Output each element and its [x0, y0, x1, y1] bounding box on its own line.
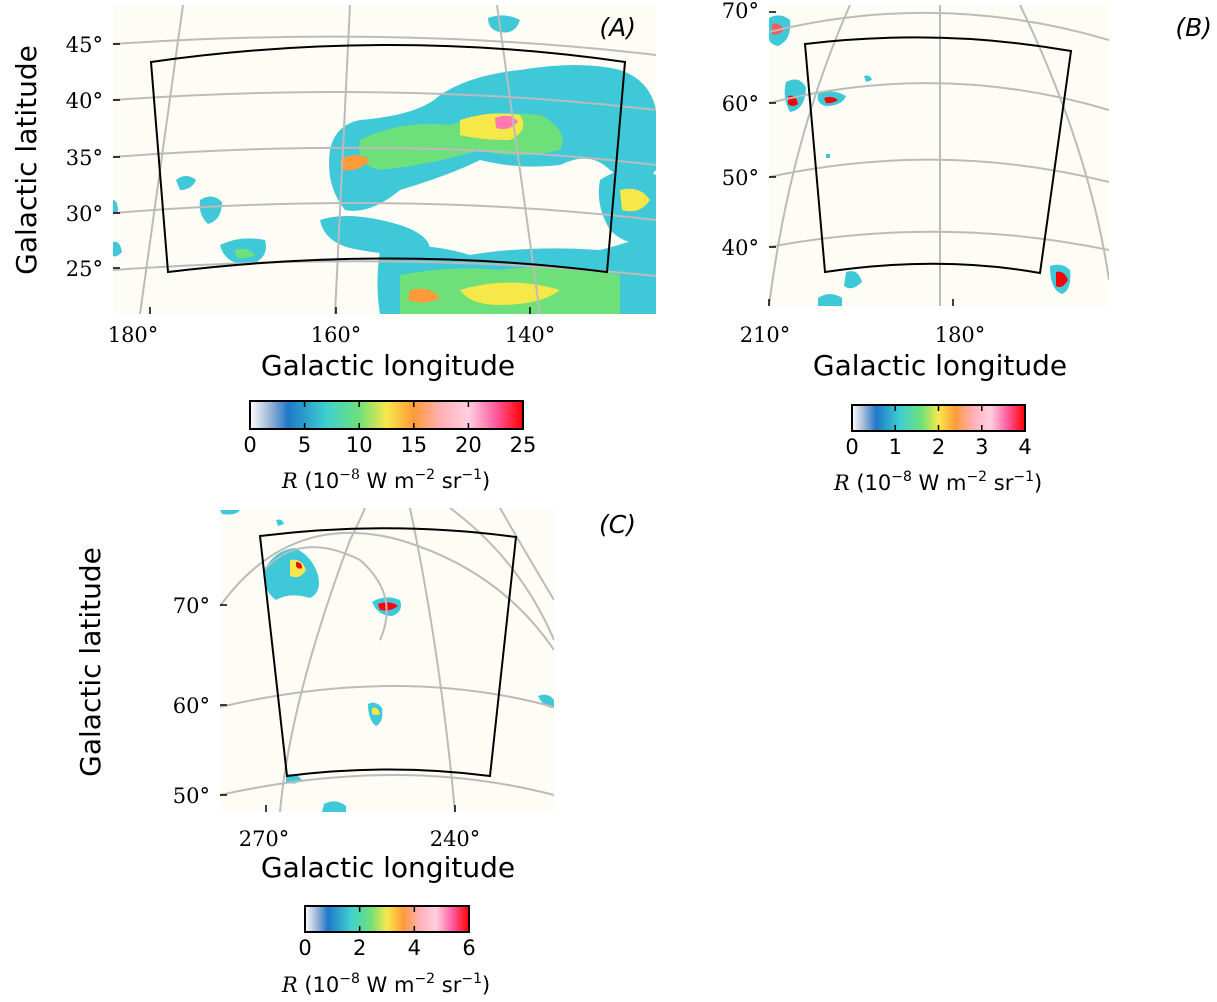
panel-b-colorbar-tick-label: 2 — [932, 435, 945, 459]
panel-b-colorbar: 0 1 2 3 4 R (10−8 W m−2 sr−1) — [833, 404, 1042, 495]
panel-c-ytick-70: 70° — [173, 594, 210, 618]
panel-c-colorbar-tick-label: 4 — [408, 936, 421, 960]
panel-b: 70° 60° 50° 40° 210° 180° Galactic longi… — [722, 0, 1212, 495]
panel-b-ytick-50: 50° — [722, 166, 759, 190]
panel-c-xlabel: Galactic longitude — [261, 851, 515, 884]
panel-a-xtick-180: 180° — [108, 323, 159, 347]
panel-a-emission — [113, 15, 656, 314]
panel-c-footprint — [258, 527, 518, 778]
panel-c-map — [220, 508, 554, 812]
panel-a-ytick-45: 45° — [66, 33, 103, 57]
panel-a-colorbar-tick-label: 25 — [510, 433, 537, 457]
panel-c-colorbar-ticks: 0 2 4 6 — [298, 906, 476, 960]
panel-a-ytick-25: 25° — [66, 257, 103, 281]
panel-c-background — [220, 508, 554, 812]
panel-b-ytick-70: 70° — [722, 0, 759, 23]
panel-b-colorbar-label: R (10−8 W m−2 sr−1) — [833, 469, 1042, 495]
panel-b-xtick-210: 210° — [740, 323, 791, 347]
panel-a-ytick-35: 35° — [66, 146, 103, 170]
panel-a-ytick-30: 30° — [66, 202, 103, 226]
panel-b-xlabel: Galactic longitude — [813, 349, 1067, 382]
panel-c-ticks — [220, 604, 456, 812]
panel-c-ytick-50: 50° — [173, 784, 210, 808]
panel-a-footprint — [149, 44, 627, 274]
panel-b-ticks — [768, 11, 954, 306]
panel-b-xtick-180: 180° — [935, 323, 986, 347]
panel-c-colorbar: 0 2 4 6 R (10−8 W m−2 sr−1) — [281, 905, 490, 997]
panel-a-colorbar-gradient — [249, 400, 524, 430]
panel-b-ytick-60: 60° — [722, 92, 759, 116]
panel-c-ytick-60: 60° — [173, 694, 210, 718]
panel-a: 45° 40° 35° 30° 25° 180° 160° 140° Galac… — [10, 5, 656, 493]
panel-c-xtick-270: 270° — [239, 827, 290, 851]
panel-b-colorbar-tick-label: 1 — [889, 435, 902, 459]
panel-c-emission — [220, 510, 554, 812]
panel-c-colorbar-gradient — [304, 905, 470, 933]
panel-b-colorbar-tick-label: 4 — [1018, 435, 1031, 459]
panel-a-xtick-160: 160° — [311, 323, 362, 347]
panel-a-colorbar-tick-label: 15 — [400, 433, 427, 457]
panel-a-xlabel: Galactic longitude — [261, 349, 515, 382]
panel-a-yticks — [113, 43, 531, 314]
panel-a-ylabel: Galactic latitude — [10, 45, 43, 275]
panel-a-map — [113, 5, 656, 314]
panel-a-colorbar-tick-label: 5 — [298, 433, 311, 457]
panel-a-colorbar-ticks: 0 5 10 15 20 25 — [243, 401, 536, 457]
panel-a-colorbar-tick-label: 10 — [346, 433, 373, 457]
panel-a-colorbar-tick-label: 0 — [243, 433, 256, 457]
panel-b-label: (B) — [1175, 13, 1212, 42]
panel-c-label: (C) — [599, 510, 636, 539]
panel-b-emission — [769, 15, 1071, 306]
panel-a-colorbar-tick-label: 20 — [455, 433, 482, 457]
panel-b-colorbar-tick-label: 0 — [845, 435, 858, 459]
panel-c-colorbar-tick-label: 0 — [298, 936, 311, 960]
panel-a-colorbar: 0 5 10 15 20 25 R (10−8 W m−2 sr−1) — [243, 400, 536, 493]
panel-a-colorbar-label: R (10−8 W m−2 sr−1) — [281, 467, 490, 493]
panel-b-colorbar-ticks: 0 1 2 3 4 — [845, 405, 1032, 459]
panel-c-colorbar-tick-label: 2 — [353, 936, 366, 960]
panel-c-colorbar-tick-label: 6 — [462, 936, 475, 960]
panel-b-footprint — [803, 36, 1073, 275]
panel-a-xtick-140: 140° — [505, 323, 556, 347]
panel-c-colorbar-label: R (10−8 W m−2 sr−1) — [281, 971, 490, 997]
panel-c-xtick-240: 240° — [430, 827, 481, 851]
panel-a-ytick-40: 40° — [66, 89, 103, 113]
panel-c-graticule — [220, 508, 554, 812]
panel-c: 70° 60° 50° 270° 240° Galactic longitude… — [74, 508, 636, 997]
panel-b-map — [769, 5, 1109, 306]
panel-a-label: (A) — [599, 13, 636, 42]
panel-c-ylabel: Galactic latitude — [74, 547, 107, 777]
panel-a-graticule — [113, 5, 656, 314]
panel-b-ytick-40: 40° — [722, 236, 759, 260]
panel-b-colorbar-tick-label: 3 — [975, 435, 988, 459]
